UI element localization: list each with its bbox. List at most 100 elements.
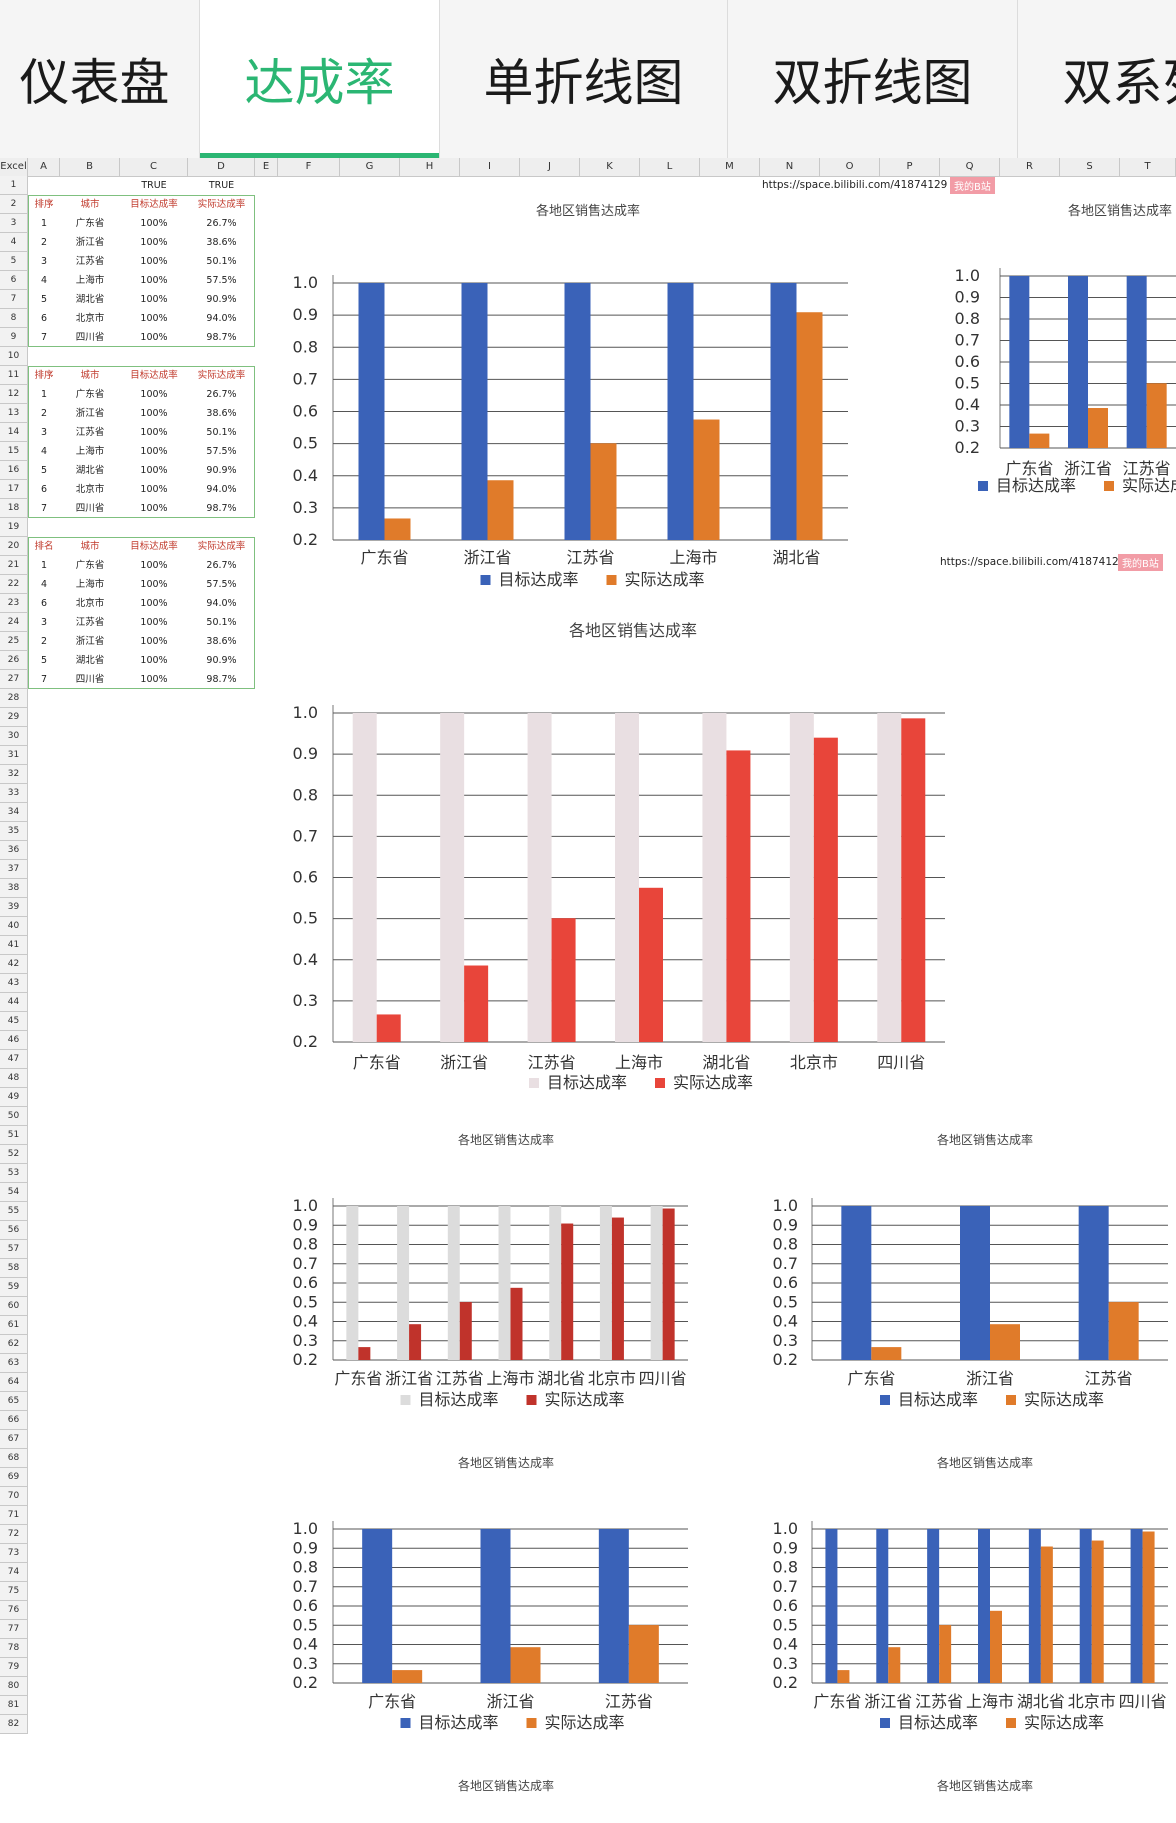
table-header-cell[interactable]: 目标达成率 [130, 199, 178, 210]
table-cell[interactable]: 100% [140, 617, 168, 628]
table-cell[interactable]: 4 [40, 579, 48, 590]
row-header[interactable]: 51 [0, 1126, 28, 1145]
row-header[interactable]: 28 [0, 689, 28, 708]
table-cell[interactable]: 100% [140, 636, 168, 647]
column-header-e[interactable]: E [255, 158, 278, 176]
row-header[interactable]: 40 [0, 917, 28, 936]
row-header[interactable]: 69 [0, 1468, 28, 1487]
column-header-d[interactable]: D [188, 158, 255, 176]
row-header[interactable]: 32 [0, 765, 28, 784]
table-cell[interactable]: 广东省 [75, 218, 105, 229]
table-cell[interactable]: 7 [40, 503, 48, 514]
column-header-j[interactable]: J [520, 158, 580, 176]
table-cell[interactable]: 26.7% [206, 389, 237, 400]
table-cell[interactable]: 江苏省 [75, 617, 105, 628]
table-header-cell[interactable]: 排序 [34, 370, 54, 381]
row-header[interactable]: 71 [0, 1506, 28, 1525]
table-header-cell[interactable]: 城市 [80, 541, 100, 552]
row-header[interactable]: 14 [0, 423, 28, 442]
table-cell[interactable]: 90.9% [206, 294, 237, 305]
table-cell[interactable]: 94.0% [206, 313, 237, 324]
row-header[interactable]: 55 [0, 1202, 28, 1221]
row-header[interactable]: 1 [0, 176, 28, 195]
table-cell[interactable]: 北京市 [75, 598, 105, 609]
row-header[interactable]: 47 [0, 1050, 28, 1069]
row-header[interactable]: 75 [0, 1582, 28, 1601]
table-cell[interactable]: 57.5% [206, 579, 237, 590]
table-cell[interactable]: 广东省 [75, 560, 105, 571]
table-cell[interactable]: 上海市 [75, 446, 105, 457]
row-header[interactable]: 21 [0, 556, 28, 575]
row-header[interactable]: 27 [0, 670, 28, 689]
table-cell[interactable]: 7 [40, 674, 48, 685]
table-cell[interactable]: 100% [140, 503, 168, 514]
tab-2[interactable]: 达成率 [200, 0, 440, 158]
table-cell[interactable]: 6 [40, 598, 48, 609]
column-header-a[interactable]: A [28, 158, 60, 176]
column-header-n[interactable]: N [760, 158, 820, 176]
table-cell[interactable]: 四川省 [75, 674, 105, 685]
table-header-cell[interactable]: 排序 [34, 199, 54, 210]
table-cell[interactable]: 90.9% [206, 655, 237, 666]
table-cell[interactable]: 38.6% [206, 408, 237, 419]
table-header-cell[interactable]: 城市 [80, 370, 100, 381]
row-header[interactable]: 19 [0, 518, 28, 537]
row-header[interactable]: 10 [0, 347, 28, 366]
column-header-s[interactable]: S [1060, 158, 1120, 176]
row-header[interactable]: 52 [0, 1145, 28, 1164]
table-cell[interactable]: 四川省 [75, 332, 105, 343]
row-header[interactable]: 36 [0, 841, 28, 860]
table-cell[interactable]: 100% [140, 560, 168, 571]
row-header[interactable]: 31 [0, 746, 28, 765]
tab-3[interactable]: 单折线图 [440, 0, 728, 158]
row-header[interactable]: 59 [0, 1278, 28, 1297]
row-header[interactable]: 45 [0, 1012, 28, 1031]
table-cell[interactable]: 浙江省 [75, 408, 105, 419]
table-cell[interactable]: 100% [140, 579, 168, 590]
row-header[interactable]: 37 [0, 860, 28, 879]
table-cell[interactable]: 6 [40, 484, 48, 495]
table-cell[interactable]: 湖北省 [75, 655, 105, 666]
table-cell[interactable]: 北京市 [75, 313, 105, 324]
table-cell[interactable]: 3 [40, 617, 48, 628]
table-cell[interactable]: 57.5% [206, 446, 237, 457]
table-header-cell[interactable]: 排名 [34, 541, 54, 552]
sheet-corner[interactable]: Excel [0, 158, 28, 176]
table-header-cell[interactable]: 实际达成率 [197, 541, 246, 552]
table-header-cell[interactable]: 目标达成率 [130, 541, 178, 552]
row-header[interactable]: 34 [0, 803, 28, 822]
table-cell[interactable]: 100% [140, 427, 168, 438]
table-cell[interactable]: 100% [140, 598, 168, 609]
row-header[interactable]: 65 [0, 1392, 28, 1411]
row-header[interactable]: 54 [0, 1183, 28, 1202]
row-header[interactable]: 41 [0, 936, 28, 955]
row-header[interactable]: 13 [0, 404, 28, 423]
row-header[interactable]: 67 [0, 1430, 28, 1449]
column-header-l[interactable]: L [640, 158, 700, 176]
table-cell[interactable]: 100% [140, 408, 168, 419]
row-header[interactable]: 16 [0, 461, 28, 480]
row-header[interactable]: 46 [0, 1031, 28, 1050]
row-header[interactable]: 22 [0, 575, 28, 594]
column-header-b[interactable]: B [60, 158, 120, 176]
row-header[interactable]: 24 [0, 613, 28, 632]
row-header[interactable]: 63 [0, 1354, 28, 1373]
row-header[interactable]: 4 [0, 233, 28, 252]
table-cell[interactable]: 98.7% [206, 503, 237, 514]
row-header[interactable]: 60 [0, 1297, 28, 1316]
row-header[interactable]: 57 [0, 1240, 28, 1259]
row-header[interactable]: 3 [0, 214, 28, 233]
column-header-r[interactable]: R [1000, 158, 1060, 176]
row-header[interactable]: 18 [0, 499, 28, 518]
row-header[interactable]: 26 [0, 651, 28, 670]
table-cell[interactable]: 26.7% [206, 560, 237, 571]
table-cell[interactable]: 50.1% [206, 256, 237, 267]
row-header[interactable]: 64 [0, 1373, 28, 1392]
column-header-k[interactable]: K [580, 158, 640, 176]
row-header[interactable]: 77 [0, 1620, 28, 1639]
table-cell[interactable]: 50.1% [206, 617, 237, 628]
url-text[interactable]: https://space.bilibili.com/41874129 [940, 556, 1126, 568]
column-header-i[interactable]: I [460, 158, 520, 176]
table-cell[interactable]: 100% [140, 237, 168, 248]
column-header-f[interactable]: F [278, 158, 340, 176]
